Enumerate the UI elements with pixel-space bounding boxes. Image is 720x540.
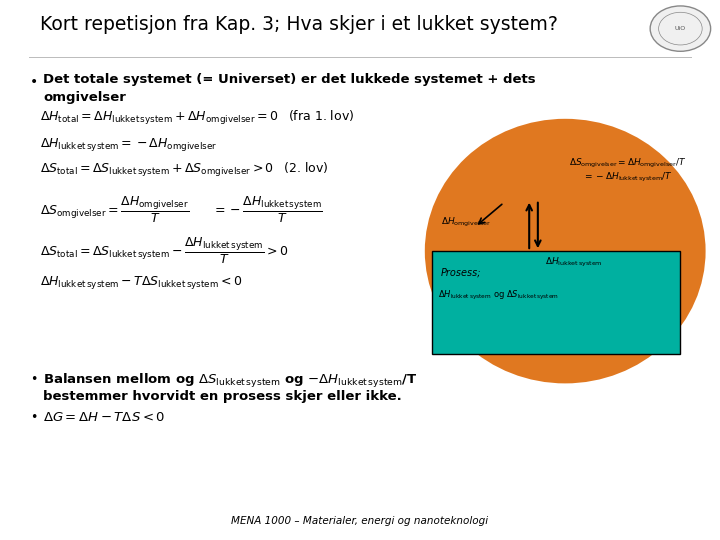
Text: Det totale systemet (= Universet) er det lukkede systemet + dets: Det totale systemet (= Universet) er det… (43, 73, 536, 86)
Text: Balansen mellom og $\Delta S_{\rm lukket\,system}$ og $-\Delta H_{\rm lukket\,sy: Balansen mellom og $\Delta S_{\rm lukket… (43, 372, 418, 389)
Text: $\Delta H_{\rm lukket\,system} = -\Delta H_{\rm omgivelser}$: $\Delta H_{\rm lukket\,system} = -\Delta… (40, 136, 217, 153)
Text: $= -\Delta H_{\rm lukket\,system}/T$: $= -\Delta H_{\rm lukket\,system}/T$ (583, 171, 672, 184)
Text: UiO: UiO (675, 26, 686, 31)
Text: $\Delta S_{\rm total} = \Delta S_{\rm lukket\,system} + \Delta S_{\rm omgivelser: $\Delta S_{\rm total} = \Delta S_{\rm lu… (40, 161, 328, 179)
Text: Kort repetisjon fra Kap. 3; Hva skjer i et lukket system?: Kort repetisjon fra Kap. 3; Hva skjer i … (40, 15, 557, 34)
Text: $\Delta H_{\rm total} = \Delta H_{\rm lukket\,system} + \Delta H_{\rm omgivelser: $\Delta H_{\rm total} = \Delta H_{\rm lu… (40, 109, 354, 127)
Circle shape (650, 6, 711, 51)
Text: •: • (30, 411, 37, 424)
Text: $\Delta H_{\rm omgivelser}$: $\Delta H_{\rm omgivelser}$ (441, 216, 491, 229)
Text: $\Delta S_{\rm omgivelser}= \Delta H_{\rm omgivelser}/T$: $\Delta S_{\rm omgivelser}= \Delta H_{\r… (569, 157, 686, 170)
Text: $\Delta S_{\rm omgivelser} = \dfrac{\Delta H_{\rm omgivelser}}{T}$: $\Delta S_{\rm omgivelser} = \dfrac{\Del… (40, 194, 189, 225)
Text: $\Delta H_{\rm lukket\,system} - T\Delta S_{\rm lukket\,system} < 0$: $\Delta H_{\rm lukket\,system} - T\Delta… (40, 274, 242, 291)
Text: $\Delta S_{\rm total} = \Delta S_{\rm lukket\,system} - \dfrac{\Delta H_{\rm luk: $\Delta S_{\rm total} = \Delta S_{\rm lu… (40, 236, 288, 266)
Text: bestemmer hvorvidt en prosess skjer eller ikke.: bestemmer hvorvidt en prosess skjer elle… (43, 390, 402, 403)
Text: $\Delta H_{\rm lukket\,system}$: $\Delta H_{\rm lukket\,system}$ (545, 255, 603, 268)
Bar (432, 251, 680, 354)
Text: •: • (30, 75, 38, 89)
Text: $\Delta G = \Delta H - T\Delta S < 0$: $\Delta G = \Delta H - T\Delta S < 0$ (43, 411, 166, 424)
Text: $\Delta H_{\rm lukket\,system}$ og $\Delta S_{\rm lukket\,system}$: $\Delta H_{\rm lukket\,system}$ og $\Del… (438, 289, 559, 302)
Text: MENA 1000 – Materialer, energi og nanoteknologi: MENA 1000 – Materialer, energi og nanote… (231, 516, 489, 526)
Text: •: • (30, 373, 37, 386)
Ellipse shape (425, 119, 706, 383)
Text: omgivelser: omgivelser (43, 91, 126, 104)
Text: Prosess;: Prosess; (441, 267, 481, 278)
Text: $= -\dfrac{\Delta H_{\rm lukket\,system}}{T}$: $= -\dfrac{\Delta H_{\rm lukket\,system}… (212, 194, 323, 225)
